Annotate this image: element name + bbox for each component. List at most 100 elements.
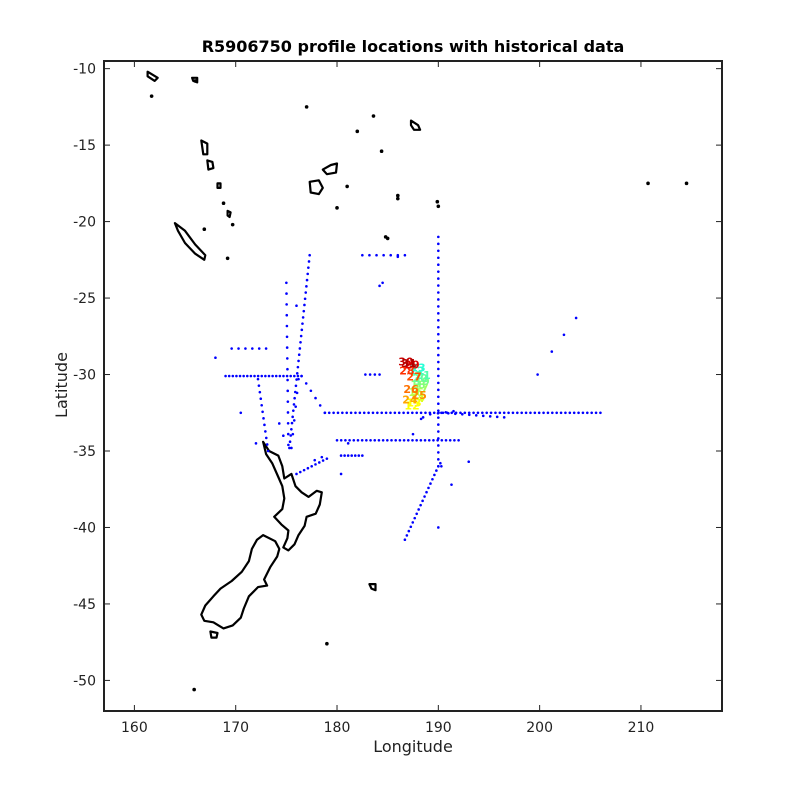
historical-point <box>336 411 340 415</box>
historical-point <box>476 411 480 415</box>
historical-point <box>407 529 411 533</box>
islet <box>436 204 441 209</box>
historical-point <box>353 454 357 457</box>
historical-point <box>555 411 558 415</box>
historical-point <box>398 438 402 442</box>
islet <box>304 105 309 109</box>
historical-point <box>437 249 440 253</box>
float-profile-label: 27 <box>406 371 421 384</box>
float-profile-label: 12 <box>404 400 419 413</box>
historical-point <box>227 374 231 378</box>
historical-point <box>448 438 452 442</box>
historical-point <box>231 374 235 378</box>
historical-point <box>288 440 292 444</box>
coastline-stewart-island <box>209 630 219 639</box>
historical-point <box>277 422 281 425</box>
historical-point <box>256 374 260 378</box>
historical-point <box>325 457 329 460</box>
historical-point <box>457 438 460 442</box>
historical-point <box>295 472 298 476</box>
historical-point <box>296 374 300 378</box>
historical-point <box>344 438 347 442</box>
historical-point <box>411 438 414 442</box>
historical-point <box>260 403 263 407</box>
historical-point <box>365 438 368 442</box>
historical-point <box>291 432 295 436</box>
historical-point <box>292 403 296 406</box>
historical-point <box>299 340 302 344</box>
float-profile-label: 19 <box>414 375 429 388</box>
historical-point <box>437 242 440 246</box>
historical-point <box>559 411 563 415</box>
historical-point <box>481 411 484 415</box>
historical-point <box>437 256 440 260</box>
historical-point <box>450 411 454 415</box>
historical-point <box>437 235 440 239</box>
historical-point <box>302 309 306 313</box>
historical-point <box>429 482 432 485</box>
historical-point <box>437 444 440 447</box>
historical-point <box>417 508 420 511</box>
islet <box>225 256 230 261</box>
historical-point <box>286 421 290 425</box>
islet <box>345 184 349 189</box>
historical-point <box>437 458 440 461</box>
historical-point <box>327 411 331 415</box>
historical-point <box>599 411 602 415</box>
historical-point <box>362 411 366 415</box>
historical-point <box>403 253 407 257</box>
historical-point <box>444 438 448 442</box>
historical-point <box>320 455 324 459</box>
historical-point <box>285 374 289 378</box>
islet <box>325 641 329 646</box>
historical-point <box>463 411 467 415</box>
historical-point <box>389 411 392 415</box>
coastline-new-caledonia <box>173 222 207 261</box>
historical-point <box>244 347 247 350</box>
historical-point <box>352 438 356 442</box>
historical-point <box>419 411 423 415</box>
historical-point <box>264 347 268 350</box>
historical-point <box>437 409 440 412</box>
historical-point <box>286 432 290 436</box>
historical-point <box>257 347 261 350</box>
historical-point <box>440 411 443 415</box>
islet <box>684 181 689 186</box>
historical-point <box>411 432 415 436</box>
historical-point <box>437 319 440 322</box>
historical-point <box>397 411 401 415</box>
float-profile-label: 13 <box>406 397 421 410</box>
historical-point <box>437 339 440 343</box>
historical-point <box>542 411 545 415</box>
historical-point <box>314 396 317 400</box>
historical-point <box>467 411 471 415</box>
historical-point <box>263 423 266 427</box>
historical-point <box>409 525 413 529</box>
historical-point <box>300 328 304 332</box>
historical-point <box>415 512 418 516</box>
float-profile-label: 28 <box>399 365 414 378</box>
historical-point <box>286 389 290 393</box>
chart-title: R5906750 profile locations with historic… <box>202 37 625 56</box>
float-profile-label: 21 <box>415 369 430 382</box>
historical-point <box>572 411 576 415</box>
historical-point <box>303 303 306 307</box>
y-axis-label: Latitude <box>52 352 71 418</box>
coastline-tanna <box>226 209 232 219</box>
y-tick-label: -25 <box>73 291 96 307</box>
historical-point <box>437 388 440 392</box>
historical-point <box>437 346 440 350</box>
historical-point <box>290 427 293 431</box>
historical-point <box>257 384 261 387</box>
historical-point <box>285 335 289 339</box>
historical-point <box>286 367 289 371</box>
islet <box>230 222 235 227</box>
historical-point <box>305 285 308 288</box>
historical-point <box>278 374 282 378</box>
historical-point <box>586 411 589 415</box>
historical-point <box>437 284 440 287</box>
historical-point <box>307 266 310 269</box>
historical-point <box>439 461 442 465</box>
historical-point <box>306 272 310 276</box>
